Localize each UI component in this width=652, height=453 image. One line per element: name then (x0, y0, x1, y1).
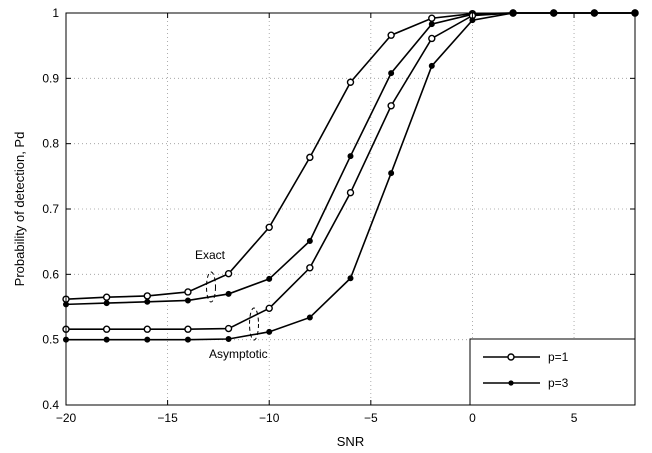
data-point-filled (428, 21, 435, 28)
legend-marker-open (507, 353, 515, 361)
data-point-open (306, 264, 314, 272)
data-point-open (346, 188, 355, 197)
data-point-open (387, 31, 395, 39)
y-tick-label: 0.8 (42, 137, 59, 151)
asymptotic-group-ellipse (249, 307, 259, 341)
grid (66, 13, 635, 405)
data-point-open (102, 293, 111, 301)
legend: p=1 p=3 (469, 338, 636, 406)
x-tick-label: −20 (56, 411, 77, 425)
data-point-filled (225, 336, 232, 343)
data-point-filled (347, 153, 354, 160)
legend-label: p=1 (548, 350, 569, 364)
annotation-exact: Exact (195, 248, 226, 262)
x-tick-label: −5 (364, 411, 378, 425)
data-point-open (346, 78, 355, 86)
data-point-open (306, 153, 314, 162)
legend-label: p=3 (548, 376, 569, 390)
ticks: −20 −15 −10 −5 0 5 0.4 0.5 0.6 0.7 0.8 0.9 1 (42, 6, 635, 425)
data-point-filled (347, 275, 354, 282)
data-point-filled (266, 275, 273, 282)
data-point-open (184, 325, 192, 333)
data-point-open (224, 269, 233, 278)
data-point-filled (266, 328, 273, 335)
data-point-open (102, 325, 111, 333)
data-point-open (428, 34, 436, 43)
y-axis-title: Probability of detection, Pd (12, 132, 27, 287)
data-point-filled (306, 314, 313, 321)
data-point-filled (103, 300, 110, 307)
annotation-asymptotic: Asymptotic (209, 347, 268, 361)
y-tick-label: 0.6 (42, 267, 59, 281)
data-point-filled (184, 336, 191, 343)
data-point-filled (428, 62, 435, 69)
data-point-open (224, 324, 233, 333)
annotations: Exact Asymptotic (195, 248, 268, 361)
data-point-filled (388, 170, 395, 177)
data-point-open (184, 288, 192, 296)
y-tick-label: 0.4 (42, 398, 59, 412)
x-axis-title: SNR (337, 434, 364, 449)
legend-box (469, 338, 636, 406)
x-tick-label: −15 (157, 411, 178, 425)
y-tick-label: 0.7 (42, 202, 59, 216)
data-point-filled (469, 17, 476, 24)
legend-marker-filled (508, 380, 514, 386)
y-tick-label: 0.9 (42, 71, 59, 85)
data-point-filled (184, 297, 191, 304)
data-point-filled (306, 238, 313, 245)
data-point-filled (225, 290, 232, 297)
exact-group-ellipse (206, 271, 216, 303)
data-point-open (265, 304, 273, 313)
data-point-open (387, 102, 395, 110)
x-tick-label: −10 (259, 411, 280, 425)
data-point-filled (144, 336, 151, 343)
y-tick-label: 1 (52, 6, 59, 20)
x-tick-label: 5 (571, 411, 578, 425)
y-tick-label: 0.5 (42, 333, 59, 347)
data-point-filled (144, 298, 151, 305)
x-tick-label: 0 (469, 411, 476, 425)
data-point-open (428, 14, 436, 22)
data-point-filled (388, 70, 395, 77)
data-point-filled (103, 336, 110, 343)
data-point-open (143, 292, 151, 300)
data-point-open (143, 325, 151, 333)
data-point-open (265, 223, 273, 231)
